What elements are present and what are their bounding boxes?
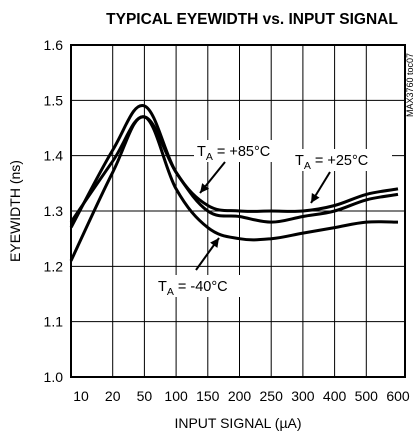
x-tick-label: 250 [260,388,284,404]
chart-title: TYPICAL EYEWIDTH vs. INPUT SIGNAL [106,11,398,28]
series-annotation: TA = -40°C [158,279,228,298]
y-tick-label: 1.1 [44,314,64,330]
annotation-arrowhead [311,192,320,203]
annotations: TA = +85°C TA = +25°C TA = -40°C [155,140,392,298]
x-tick-label: 600 [386,388,410,404]
x-axis-label: INPUT SIGNAL (µA) [174,415,301,431]
y-axis-label: EYEWIDTH (ns) [7,160,23,262]
x-tick-label: 200 [228,388,252,404]
series-line [69,115,399,262]
x-tick-label: 20 [105,388,121,404]
annotation-bg [155,275,255,297]
series-annotation: TA = +85°C [197,144,270,163]
y-tick-label: 1.2 [44,258,64,274]
series-line [69,104,399,229]
y-tick-label: 1.3 [44,203,64,219]
figure-id-label: MAX3760 toc07 [405,53,415,117]
plot-frame [70,44,406,378]
y-tick-label: 1.0 [44,369,64,385]
y-tick-label: 1.6 [44,37,64,53]
annotation-arrowhead [210,238,219,248]
x-tick-label: 100 [164,388,188,404]
y-tick-label: 1.4 [44,148,64,164]
y-tick-labels: 1.0 1.1 1.2 1.3 1.4 1.5 1.6 [44,37,64,385]
x-tick-label: 50 [137,388,153,404]
series-annotation: TA = +25°C [295,153,368,172]
x-tick-label: 400 [323,388,347,404]
x-tick-labels: 10 20 50 100 150 200 250 300 400 500 600 [73,388,410,404]
annotation-bg [194,140,294,162]
x-tick-label: 300 [291,388,315,404]
x-tick-label: 500 [355,388,379,404]
annotation-bg [292,149,392,171]
x-tick-label: 10 [73,388,89,404]
annotation-arrowhead [200,183,210,193]
y-tick-label: 1.5 [44,92,64,108]
x-tick-label: 150 [196,388,220,404]
series-lines [69,104,399,262]
